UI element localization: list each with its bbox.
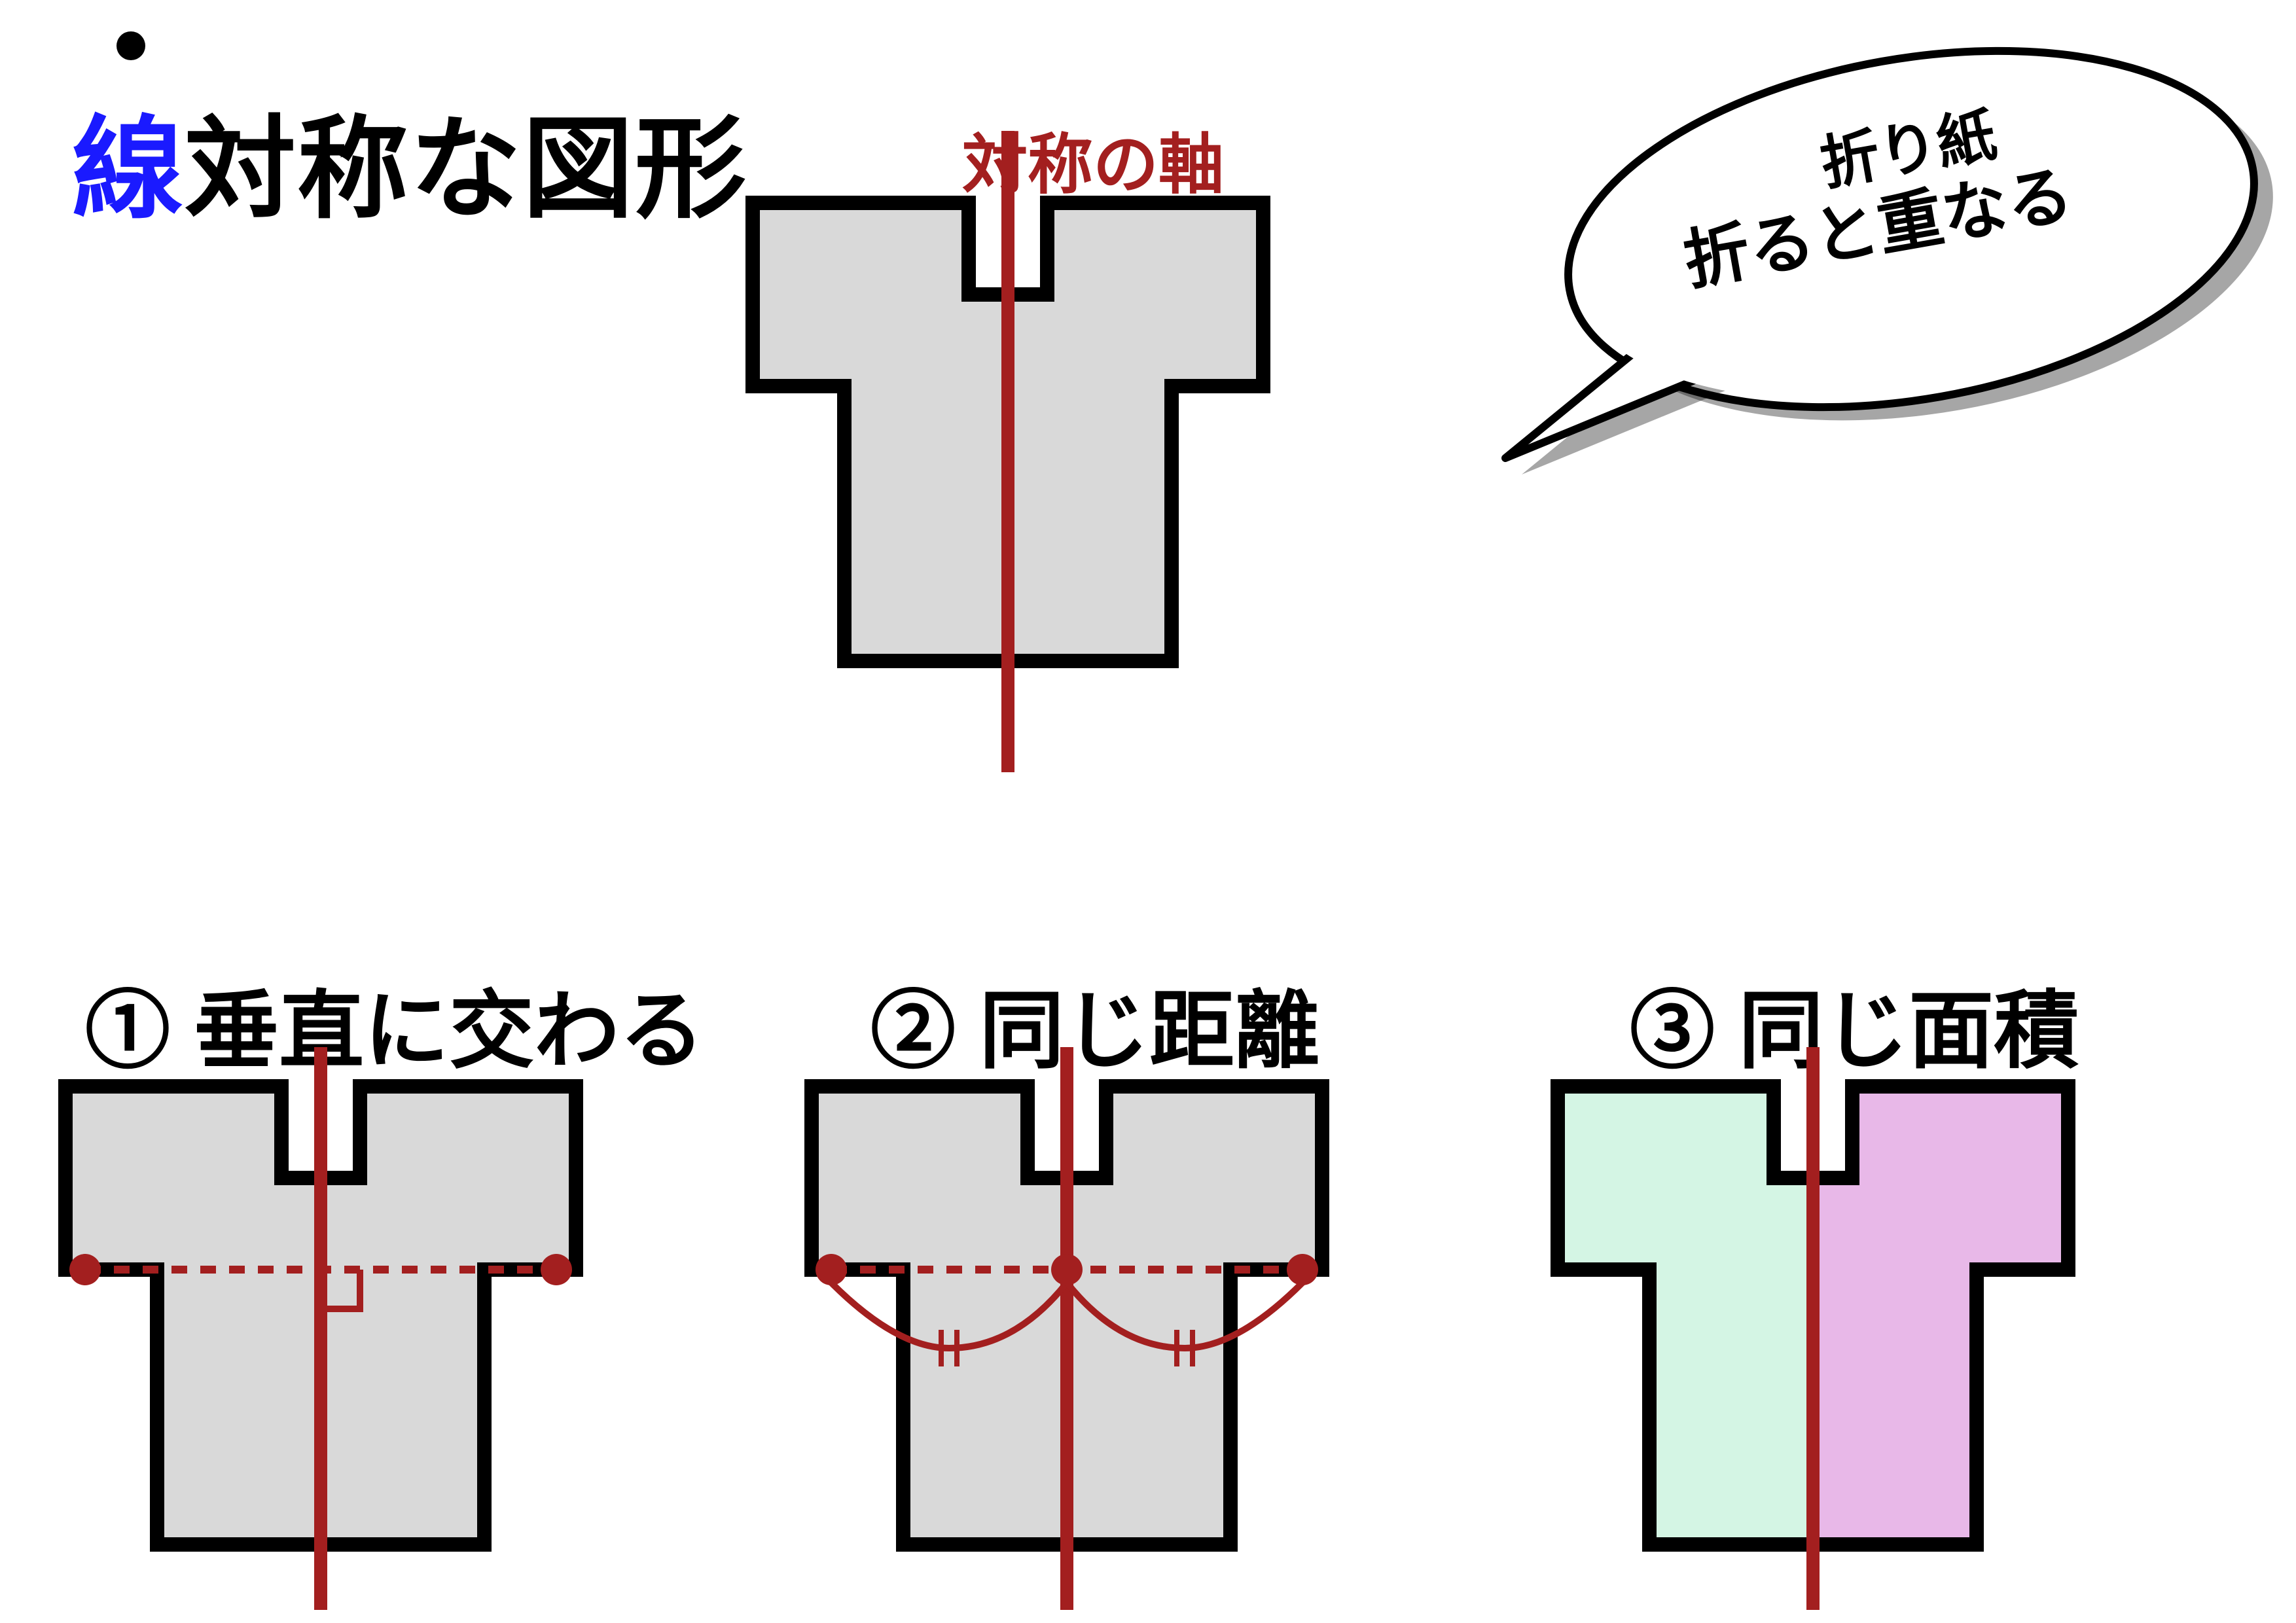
subheading-1-num: ①: [85, 983, 170, 1079]
fig1-dot-left: [69, 1254, 101, 1285]
subheading-2: ② 同じ距離: [870, 962, 1319, 1085]
page: 線対称な図形 対称の軸 折り紙 折ると重なる ① 垂直に交わる ② 同じ距離 ③: [0, 0, 2296, 1622]
subheading-3-text: 同じ面積: [1738, 983, 2079, 1079]
fig2-dot-right: [1287, 1254, 1318, 1285]
subheading-1: ① 垂直に交わる: [85, 962, 704, 1085]
fig2-dot-left: [816, 1254, 847, 1285]
figure-equal-distance: [812, 1086, 1322, 1623]
figure-equal-area: [1558, 1086, 2068, 1623]
subheading-3-num: ③: [1630, 983, 1715, 1079]
fig1-dot-right: [541, 1254, 572, 1285]
fig2-dot-center: [1051, 1254, 1083, 1285]
subheading-2-num: ②: [870, 983, 956, 1079]
main-figure: [753, 203, 1263, 792]
subheading-2-text: 同じ距離: [979, 983, 1319, 1079]
subheading-3: ③ 同じ面積: [1630, 962, 2079, 1085]
subheading-1-text: 垂直に交わる: [194, 983, 704, 1079]
figure-perpendicular: [65, 1086, 576, 1623]
